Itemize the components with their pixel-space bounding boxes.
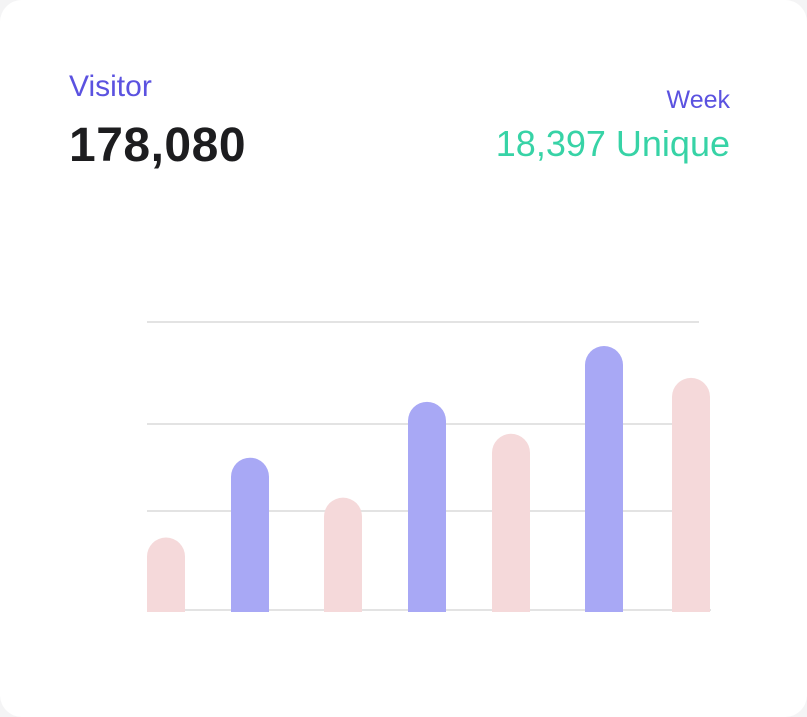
bar <box>672 377 710 612</box>
unique-label: Unique <box>615 123 730 164</box>
bar <box>408 401 446 612</box>
bar <box>492 433 530 612</box>
period-label: Week <box>666 86 730 114</box>
bar <box>231 457 269 612</box>
bar <box>585 346 623 612</box>
card-title: Visitor <box>69 70 152 103</box>
chart-bars <box>147 346 710 612</box>
unique-visitors: 18,397 Unique <box>496 123 730 165</box>
bar <box>147 537 185 612</box>
unique-value: 18,397 <box>495 123 606 164</box>
visitor-total: 178,080 <box>69 119 247 172</box>
bar <box>324 497 362 612</box>
